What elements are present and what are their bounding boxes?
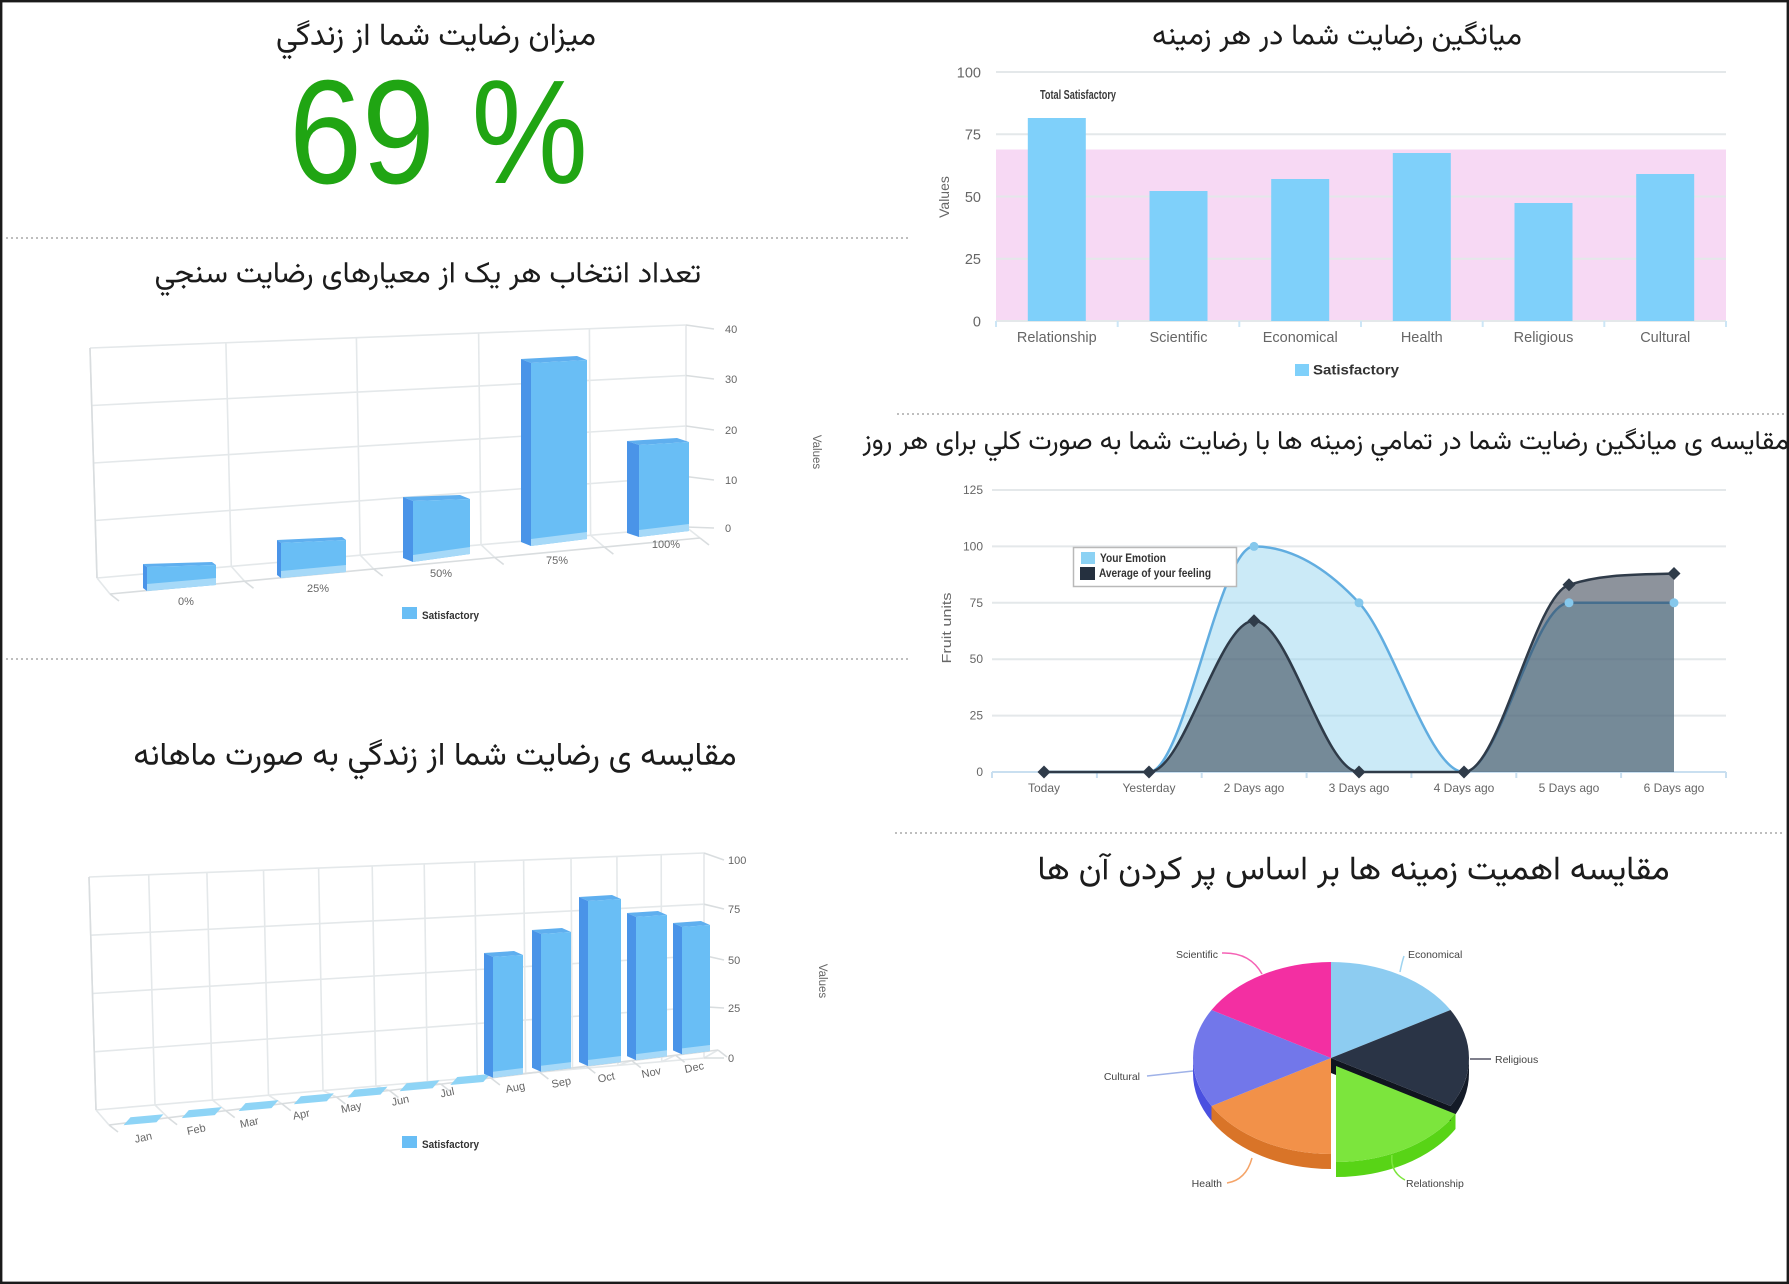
svg-text:40: 40 — [725, 324, 737, 336]
svg-text:69 %: 69 % — [289, 50, 588, 215]
svg-text:Religious: Religious — [1514, 330, 1574, 346]
svg-text:50: 50 — [965, 190, 981, 206]
svg-text:Cultural: Cultural — [1640, 330, 1690, 346]
svg-text:0: 0 — [973, 315, 981, 331]
svg-text:Cultural: Cultural — [1104, 1071, 1140, 1083]
svg-text:Mar: Mar — [239, 1115, 260, 1131]
svg-text:25: 25 — [970, 709, 984, 723]
svg-text:2 Days ago: 2 Days ago — [1224, 781, 1285, 795]
svg-text:4 Days ago: 4 Days ago — [1434, 781, 1495, 795]
svg-text:25: 25 — [965, 252, 981, 268]
svg-text:100: 100 — [963, 539, 983, 553]
svg-text:Average of your feeling: Average of your feeling — [1099, 566, 1211, 580]
svg-text:75: 75 — [970, 596, 984, 610]
svg-text:0: 0 — [976, 765, 983, 779]
svg-text:10: 10 — [725, 475, 737, 487]
svg-text:Nov: Nov — [641, 1065, 663, 1081]
svg-text:Sep: Sep — [551, 1075, 573, 1091]
svg-text:Jul: Jul — [439, 1086, 455, 1101]
svg-text:Religious: Religious — [1495, 1054, 1538, 1066]
svg-text:May: May — [340, 1100, 363, 1116]
svg-text:Jan: Jan — [133, 1130, 153, 1145]
svg-text:Satisfactory: Satisfactory — [422, 610, 480, 622]
svg-text:100%: 100% — [652, 539, 680, 551]
svg-text:0: 0 — [728, 1053, 734, 1065]
svg-text:Oct: Oct — [597, 1070, 616, 1085]
svg-text:25%: 25% — [307, 583, 329, 595]
svg-text:Satisfactory: Satisfactory — [1313, 363, 1400, 378]
svg-text:100: 100 — [728, 855, 746, 867]
svg-text:Dec: Dec — [684, 1060, 706, 1076]
svg-text:3 Days ago: 3 Days ago — [1329, 781, 1390, 795]
svg-text:Your Emotion: Your Emotion — [1100, 551, 1166, 565]
svg-text:Scientific: Scientific — [1176, 949, 1218, 961]
svg-text:75: 75 — [728, 904, 740, 916]
svg-text:50%: 50% — [430, 568, 452, 580]
svg-text:100: 100 — [957, 66, 981, 82]
svg-text:Economical: Economical — [1408, 949, 1462, 961]
svg-text:Fruit units: Fruit units — [939, 592, 954, 664]
svg-text:5 Days ago: 5 Days ago — [1539, 781, 1600, 795]
svg-text:0%: 0% — [178, 596, 194, 608]
svg-text:125: 125 — [963, 483, 983, 497]
svg-text:Economical: Economical — [1263, 330, 1338, 346]
svg-text:Health: Health — [1401, 330, 1443, 346]
svg-text:0: 0 — [725, 523, 731, 535]
svg-text:Feb: Feb — [186, 1122, 207, 1138]
svg-text:30: 30 — [725, 374, 737, 386]
svg-text:Satisfactory: Satisfactory — [422, 1139, 480, 1151]
svg-text:Yesterday: Yesterday — [1123, 781, 1176, 795]
svg-text:6 Days ago: 6 Days ago — [1644, 781, 1705, 795]
svg-text:Today: Today — [1028, 781, 1060, 795]
svg-text:Values: Values — [816, 964, 828, 999]
svg-text:75%: 75% — [546, 555, 568, 567]
svg-text:Scientific: Scientific — [1149, 330, 1207, 346]
svg-text:Total Satisfactory: Total Satisfactory — [1040, 87, 1117, 102]
svg-text:Values: Values — [936, 176, 952, 218]
svg-text:Values: Values — [810, 435, 822, 470]
svg-text:Aug: Aug — [505, 1080, 527, 1096]
svg-text:Health: Health — [1192, 1178, 1223, 1190]
svg-text:25: 25 — [728, 1003, 740, 1015]
svg-text:50: 50 — [970, 652, 984, 666]
svg-text:Relationship: Relationship — [1017, 330, 1097, 346]
svg-text:75: 75 — [965, 128, 981, 144]
svg-text:Apr: Apr — [292, 1107, 312, 1122]
svg-text:Jun: Jun — [390, 1093, 410, 1108]
svg-text:Relationship: Relationship — [1406, 1178, 1464, 1190]
svg-text:20: 20 — [725, 425, 737, 437]
svg-text:50: 50 — [728, 955, 740, 967]
